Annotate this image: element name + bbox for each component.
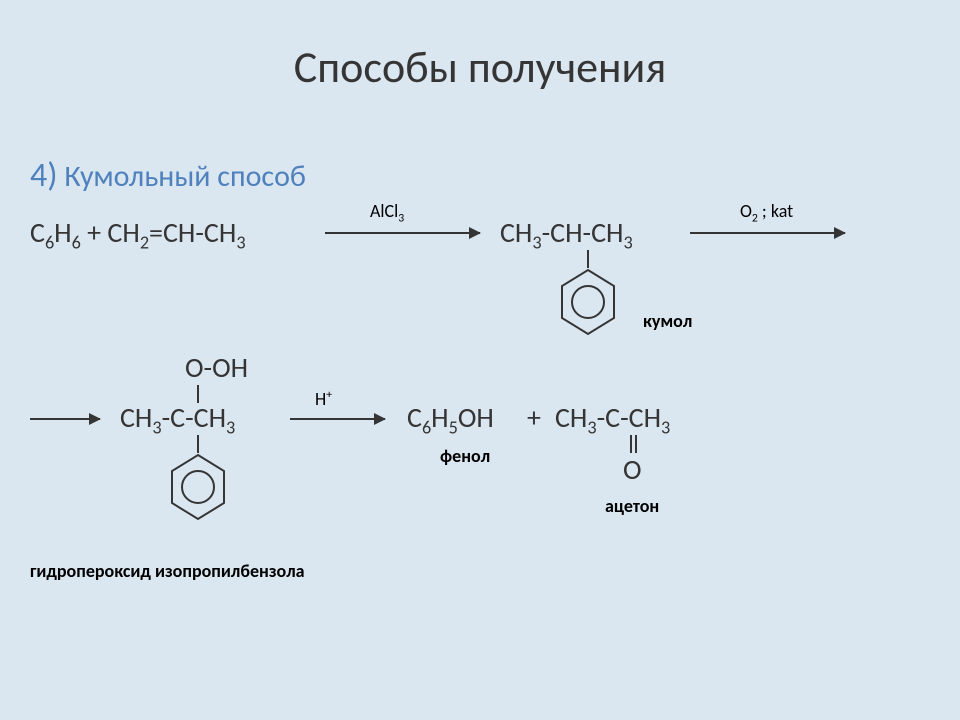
reaction-arrow-2 [690, 232, 845, 234]
cumene-formula: CH3-CH-CH3 [500, 215, 633, 250]
phenol-formula: C6H5OH [407, 400, 494, 435]
reaction-arrow-1 [325, 232, 480, 234]
cumene-bond [587, 250, 589, 268]
cumene-label: кумол [643, 310, 692, 332]
hydroperoxide-label: гидропероксид изопропилбензола [30, 560, 305, 582]
subtitle-text: Кумольный способ [64, 158, 306, 195]
hydroperoxide-formula: CH3-C-CH3 [120, 400, 235, 435]
plus-sign: + [527, 400, 541, 435]
reaction-arrow-3 [30, 418, 100, 420]
catalyst-hplus: H+ [315, 388, 332, 410]
ooh-group: O-OH [185, 350, 248, 385]
acetone-double-bond [630, 435, 637, 453]
subtitle-number: 4) [30, 155, 58, 196]
acetone-formula: CH3-C-CH3 [555, 400, 670, 435]
acetone-oxygen: O [623, 452, 642, 487]
hydroperoxide-benzene-bond [197, 435, 199, 453]
subtitle: 4) Кумольный способ [30, 155, 306, 196]
catalyst-o2: O2 ; kat [740, 200, 793, 222]
reaction-arrow-4 [290, 418, 385, 420]
hydroperoxide-benzene-ring [168, 453, 228, 521]
acetone-label: ацетон [605, 495, 659, 517]
cumene-benzene-ring [558, 268, 618, 336]
reactants-1: C6H6 + CH2=CH-CH3 [30, 215, 246, 250]
catalyst-alcl3: AlCl3 [370, 200, 404, 222]
phenol-label: фенол [440, 445, 490, 467]
slide-title: Способы получения [0, 0, 960, 94]
